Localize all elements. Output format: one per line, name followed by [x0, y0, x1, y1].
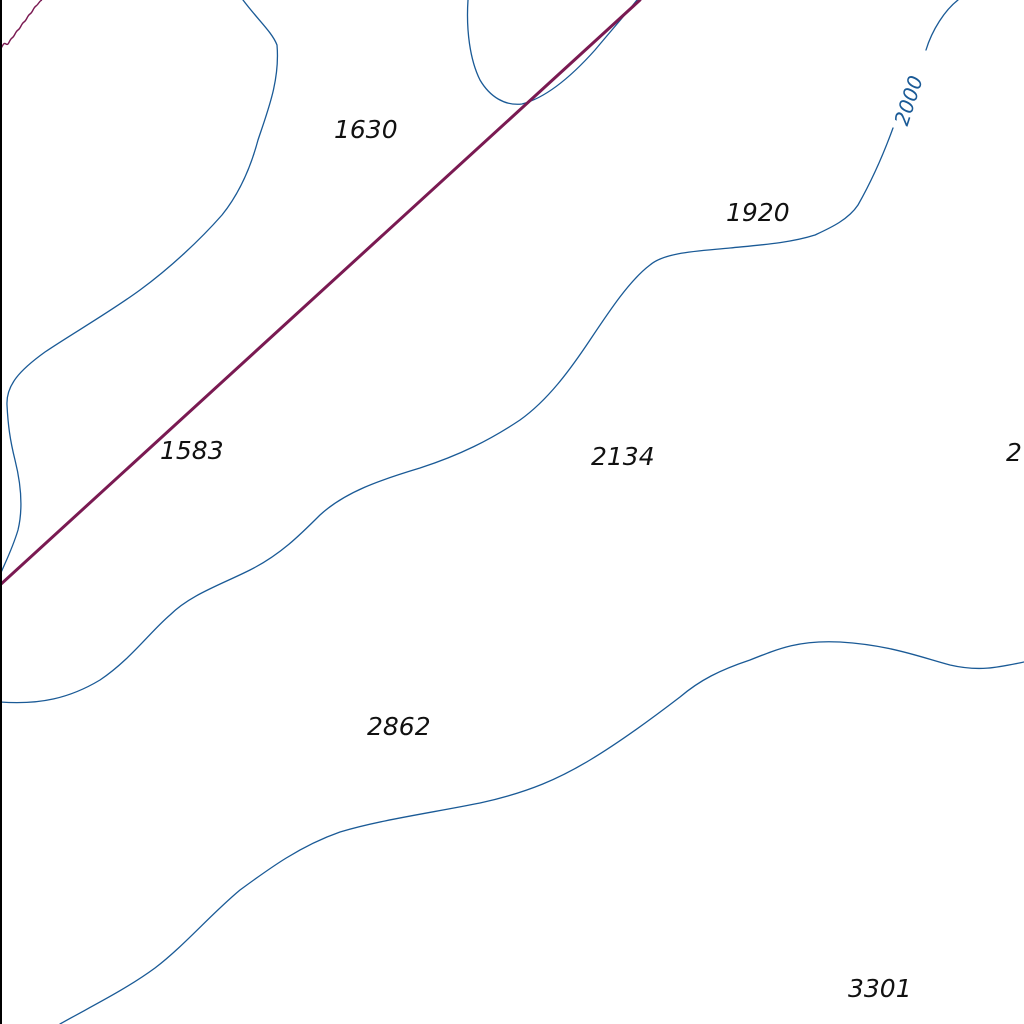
contour-line-a — [0, 0, 279, 576]
spot-elevation-1630: 1630 — [334, 115, 398, 144]
contour-line-d — [59, 641, 1024, 1024]
spot-elevation-2134: 2134 — [591, 442, 655, 471]
spot-elevation-3301: 3301 — [848, 974, 912, 1003]
boundary-line — [0, 0, 642, 587]
spot-elevation-partial: 2 — [1006, 438, 1022, 467]
contour-line-2000 — [0, 0, 959, 704]
spot-elevation-2862: 2862 — [367, 712, 431, 741]
spot-elevation-1920: 1920 — [726, 198, 790, 227]
boundary-edge-wavy — [0, 0, 43, 51]
spot-elevation-1583: 1583 — [160, 436, 224, 465]
contour-line-b — [466, 0, 638, 105]
